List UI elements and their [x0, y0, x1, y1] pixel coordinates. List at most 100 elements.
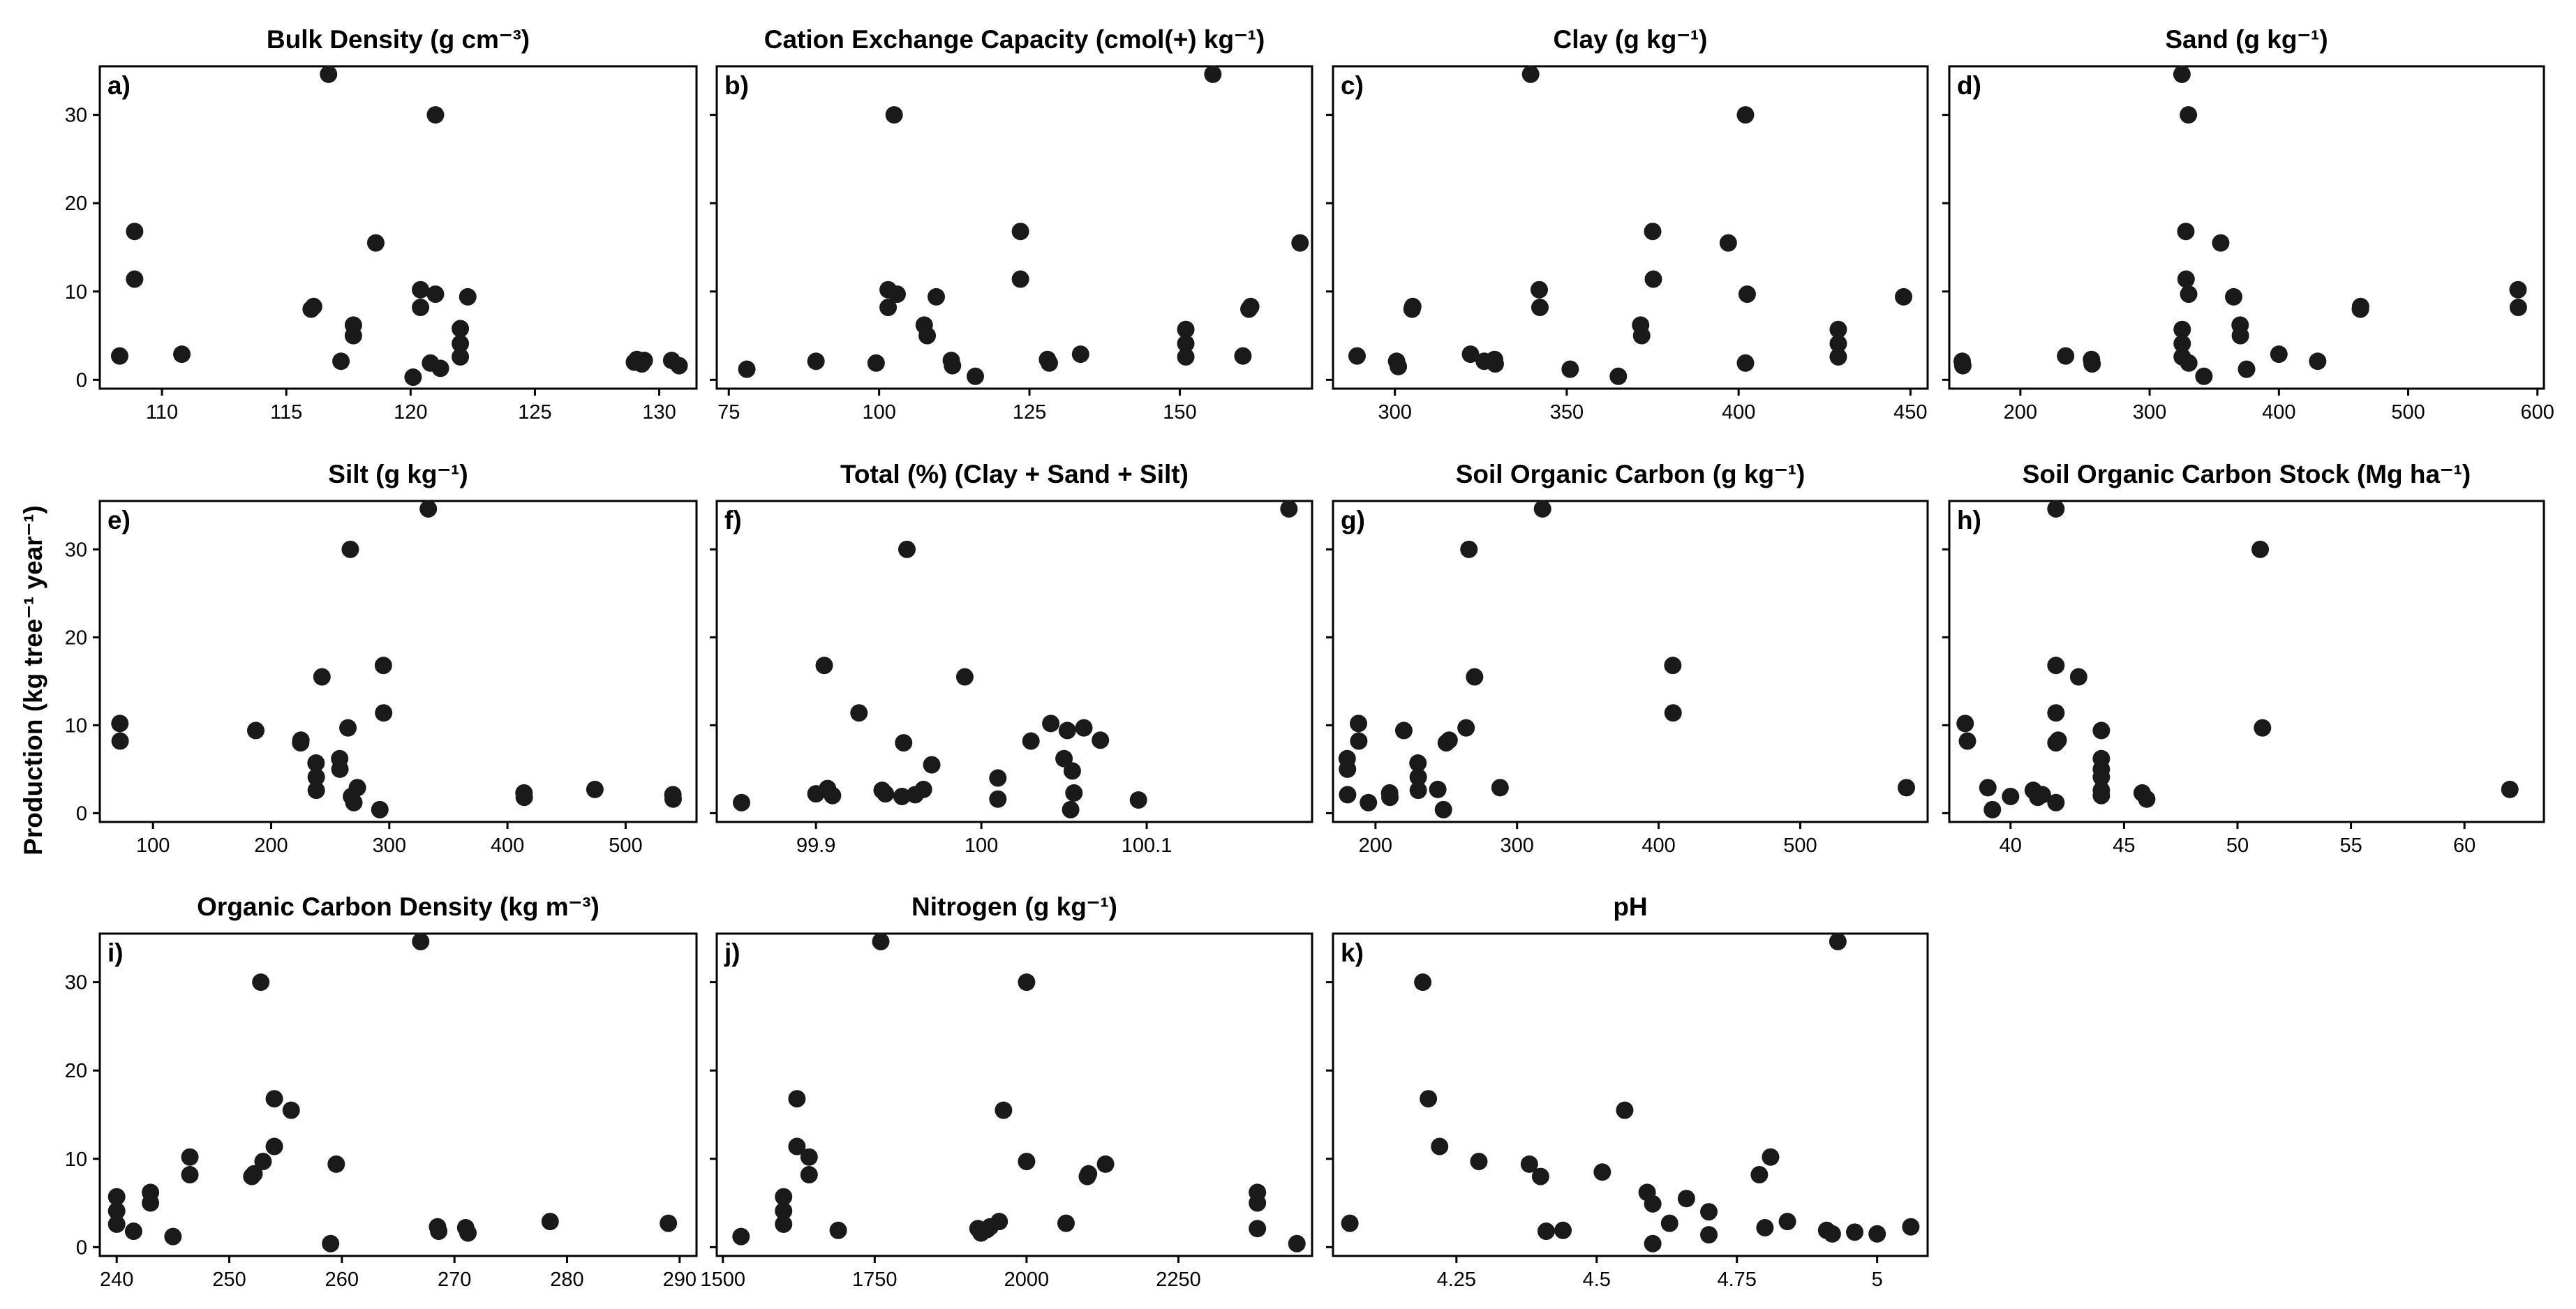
- x-tick-label: 350: [1550, 401, 1584, 424]
- data-point: [1460, 540, 1478, 558]
- panel-b: Cation Exchange Capacity (cmol(+) kg⁻¹) b…: [710, 25, 1313, 424]
- data-point: [1530, 280, 1548, 299]
- data-point: [1644, 223, 1662, 241]
- data-point: [2177, 270, 2195, 288]
- panel-letter: c): [1341, 71, 1364, 100]
- data-point: [1983, 800, 2002, 818]
- data-points: [733, 500, 1298, 818]
- data-point: [898, 540, 916, 558]
- data-points: [107, 932, 678, 1252]
- data-point: [775, 1215, 793, 1233]
- x-tick-label: 300: [1378, 401, 1411, 424]
- panel-k: pH k) 4.25 4.5 4.75 5: [1326, 892, 1929, 1291]
- y-tick-label: 30: [65, 972, 87, 994]
- data-point: [1065, 784, 1083, 802]
- data-point: [1249, 1194, 1267, 1212]
- data-point: [412, 280, 430, 299]
- data-point: [1011, 270, 1029, 288]
- data-point: [1022, 732, 1040, 750]
- data-point: [2180, 354, 2198, 372]
- data-point: [307, 781, 325, 800]
- data-point: [2501, 780, 2519, 798]
- x-tick-label: 600: [2521, 401, 2554, 424]
- panel-letter: i): [107, 938, 124, 967]
- data-point: [1348, 347, 1366, 365]
- panel-letter: h): [1957, 506, 1981, 534]
- x-tick-label: 50: [2226, 835, 2249, 857]
- data-point: [1177, 334, 1195, 352]
- data-points: [732, 932, 1306, 1252]
- data-point: [1409, 768, 1427, 786]
- panel-letter: d): [1957, 71, 1981, 100]
- data-point: [1829, 334, 1847, 352]
- data-point: [2180, 106, 2198, 124]
- x-tick-label: 4.75: [1717, 1269, 1756, 1291]
- data-point: [2224, 287, 2242, 306]
- y-tick-label: 10: [65, 715, 87, 737]
- x-tick-label: 130: [642, 401, 676, 424]
- data-point: [320, 65, 338, 83]
- panel-e: Silt (g kg⁻¹) e) 100 200 300 400 500 0 10 20 30: [65, 460, 698, 857]
- data-point: [635, 351, 653, 369]
- plot-frame: [98, 500, 698, 823]
- data-point: [1062, 800, 1080, 818]
- data-point: [1063, 762, 1081, 780]
- data-point: [1521, 65, 1540, 83]
- x-tick-label: 400: [1641, 835, 1675, 857]
- x-tick-label: 2250: [1156, 1269, 1201, 1291]
- data-point: [1350, 732, 1368, 750]
- data-point: [1756, 1218, 1774, 1236]
- data-point: [1457, 719, 1475, 737]
- data-point: [775, 1188, 793, 1206]
- data-point: [788, 1090, 806, 1108]
- panel-title: Bulk Density (g cm⁻³): [267, 25, 530, 54]
- data-point: [1177, 320, 1195, 338]
- data-point: [733, 793, 751, 811]
- data-point: [800, 1166, 818, 1184]
- data-point: [2351, 297, 2369, 315]
- panel-title: Nitrogen (g kg⁻¹): [911, 892, 1117, 921]
- data-point: [1129, 791, 1147, 809]
- data-point: [664, 790, 682, 808]
- data-point: [1431, 1137, 1449, 1155]
- data-point: [332, 352, 350, 371]
- data-point: [1339, 786, 1357, 804]
- data-point: [2509, 280, 2527, 299]
- data-points: [738, 65, 1309, 385]
- data-point: [1616, 1101, 1634, 1119]
- data-point: [1644, 1234, 1662, 1252]
- data-point: [375, 704, 393, 722]
- data-point: [2173, 320, 2191, 338]
- data-point: [995, 1101, 1013, 1119]
- data-point: [1895, 287, 1913, 306]
- data-point: [1350, 715, 1368, 733]
- data-point: [955, 668, 974, 686]
- data-point: [541, 1213, 559, 1231]
- data-point: [1096, 1155, 1115, 1173]
- data-point: [2173, 65, 2191, 83]
- data-point: [1466, 668, 1484, 686]
- data-point: [412, 299, 430, 317]
- data-point: [927, 287, 945, 306]
- data-point: [1750, 1166, 1769, 1184]
- plot-frame: [1332, 500, 1929, 823]
- data-point: [107, 1188, 126, 1206]
- x-tick-label: 200: [254, 835, 288, 857]
- panel-letter: k): [1341, 938, 1364, 967]
- data-point: [732, 1227, 750, 1246]
- data-point: [850, 704, 868, 722]
- data-point: [181, 1166, 199, 1184]
- data-point: [2309, 352, 2327, 371]
- data-point: [888, 285, 906, 304]
- x-tick-label: 260: [325, 1269, 359, 1291]
- x-tick-label: 400: [2262, 401, 2295, 424]
- panel-letter: f): [724, 506, 742, 534]
- data-point: [1664, 657, 1682, 675]
- x-tick-label: 200: [2004, 401, 2037, 424]
- x-tick-label: 240: [100, 1269, 133, 1291]
- x-tick-label: 1500: [700, 1269, 745, 1291]
- data-point: [339, 719, 357, 737]
- y-tick-label: 10: [65, 281, 87, 304]
- data-point: [2177, 223, 2195, 241]
